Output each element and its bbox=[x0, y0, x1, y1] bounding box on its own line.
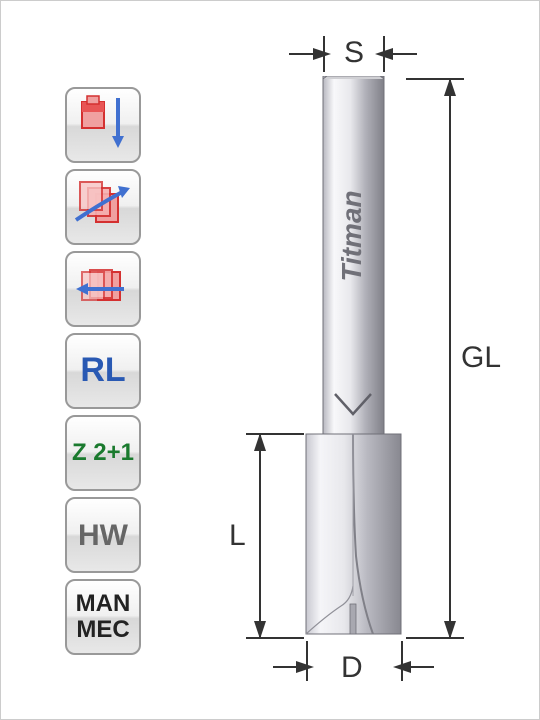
hw-icon: HW bbox=[65, 497, 141, 573]
gl-label: GL bbox=[461, 341, 501, 375]
manmec-icon: MAN MEC bbox=[65, 579, 141, 655]
d-arrow-left bbox=[296, 658, 314, 676]
rl-icon: RL bbox=[65, 333, 141, 409]
z21-label: Z 2+1 bbox=[72, 440, 134, 466]
s-arrow-right bbox=[375, 45, 393, 63]
s-arrow-left bbox=[313, 45, 331, 63]
gl-line bbox=[449, 78, 451, 638]
l-arrow-bottom bbox=[251, 621, 269, 639]
s-label: S bbox=[344, 36, 364, 70]
l-label: L bbox=[229, 519, 246, 553]
hw-label: HW bbox=[78, 519, 128, 552]
plunge-icon bbox=[65, 87, 141, 163]
cut-motion-icon bbox=[65, 169, 141, 245]
mec-label: MEC bbox=[76, 617, 131, 643]
d-label: D bbox=[341, 651, 363, 685]
d-arrow-right bbox=[393, 658, 411, 676]
man-label: MAN bbox=[76, 591, 131, 617]
gl-arrow-bottom bbox=[441, 621, 459, 639]
l-arrow-top bbox=[251, 433, 269, 451]
l-line bbox=[259, 433, 261, 638]
z21-icon: Z 2+1 bbox=[65, 415, 141, 491]
router-bit: Titman bbox=[301, 76, 406, 641]
gl-arrow-top bbox=[441, 78, 459, 96]
rotation-icon bbox=[65, 251, 141, 327]
icon-column: RL Z 2+1 HW MAN MEC bbox=[65, 87, 145, 661]
diagram-container: RL Z 2+1 HW MAN MEC bbox=[0, 0, 540, 720]
svg-text:Titman: Titman bbox=[336, 190, 367, 281]
rl-label: RL bbox=[80, 352, 125, 389]
